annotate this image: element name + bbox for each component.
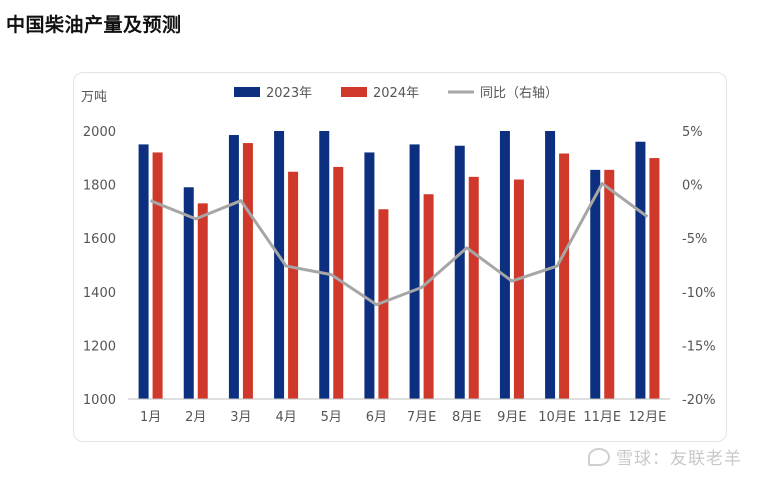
bar-series1: [545, 131, 556, 399]
y-axis-ticks: 1000 1200 1400 1600 1800 2000: [83, 125, 116, 408]
x-axis-ticks: 1月 2月 3月 4月 5月 6月 7月E 8月E 9月E 10月E 11月E 12月E: [140, 410, 666, 425]
bar-series1: [274, 131, 285, 399]
snowball-logo-icon: [588, 448, 610, 466]
legend-label: 2024年: [373, 86, 419, 101]
y2-tick-label: 0%: [682, 179, 703, 194]
watermark: 雪球：友联老羊: [588, 444, 742, 469]
bar-series2: [152, 152, 163, 399]
bar-series2: [649, 158, 660, 399]
bar-series1: [228, 135, 239, 399]
bar-series2: [559, 153, 570, 399]
x-tick-label: 7月E: [407, 410, 437, 425]
yoy-line: [150, 182, 649, 307]
bar-series2: [333, 166, 344, 399]
y2-tick-label: -5%: [682, 232, 707, 247]
x-tick-label: 9月E: [497, 410, 526, 425]
legend-swatch: [341, 87, 367, 97]
watermark-text: 雪球：友联老羊: [616, 449, 742, 469]
y-tick-label: 1400: [83, 286, 116, 301]
y-tick-label: 1200: [83, 339, 116, 354]
chart-svg: 2023年 2024年 同比（右轴） 万吨 1000 1200 1400 1600 1800…: [81, 86, 716, 425]
legend-swatch: [234, 87, 260, 97]
x-tick-label: 10月E: [538, 410, 576, 425]
bar-series1: [364, 152, 375, 399]
x-tick-label: 12月E: [629, 410, 667, 425]
bar-series1: [183, 187, 194, 399]
y-tick-label: 1600: [83, 232, 116, 247]
bar-series2: [242, 143, 253, 399]
legend: 2023年 2024年 同比（右轴）: [234, 86, 558, 101]
bar-series2: [604, 169, 615, 399]
y2-tick-label: -10%: [682, 286, 716, 301]
bar-series1: [635, 141, 646, 399]
bar-series2: [513, 179, 524, 399]
bar-series1: [590, 169, 601, 399]
line-yoy: [150, 182, 649, 307]
page-title: 中国柴油产量及预测: [6, 14, 182, 36]
bar-series2: [378, 209, 389, 399]
bar-series1: [409, 144, 420, 399]
bar-series1: [454, 145, 465, 399]
bar-series1: [319, 131, 330, 399]
x-tick-label: 11月E: [583, 410, 621, 425]
legend-label: 同比（右轴）: [480, 86, 558, 101]
x-tick-label: 3月: [230, 410, 251, 425]
x-tick-label: 4月: [275, 410, 296, 425]
x-tick-label: 5月: [321, 410, 342, 425]
bars: [138, 131, 660, 399]
y-tick-label: 2000: [83, 125, 116, 140]
legend-label: 2023年: [266, 86, 312, 101]
y2-tick-label: -15%: [682, 339, 716, 354]
x-tick-label: 8月E: [452, 410, 482, 425]
y-axis-label: 万吨: [81, 90, 107, 105]
bar-series1: [499, 131, 510, 399]
y2-tick-label: 5%: [682, 125, 703, 140]
chart-card: 2023年 2024年 同比（右轴） 万吨 1000 1200 1400 1600 1800…: [73, 72, 727, 442]
x-tick-label: 2月: [185, 410, 206, 425]
x-tick-label: 6月: [366, 410, 387, 425]
bar-series2: [423, 194, 434, 399]
y-tick-label: 1800: [83, 179, 116, 194]
x-tick-label: 1月: [140, 410, 161, 425]
bar-series1: [138, 144, 149, 399]
y2-axis-ticks: 5% 0% -5% -10% -15% -20%: [682, 125, 716, 408]
bar-series2: [288, 171, 299, 399]
y2-tick-label: -20%: [682, 393, 716, 408]
bar-series2: [197, 203, 208, 399]
y-tick-label: 1000: [83, 393, 116, 408]
bar-series2: [468, 176, 479, 399]
